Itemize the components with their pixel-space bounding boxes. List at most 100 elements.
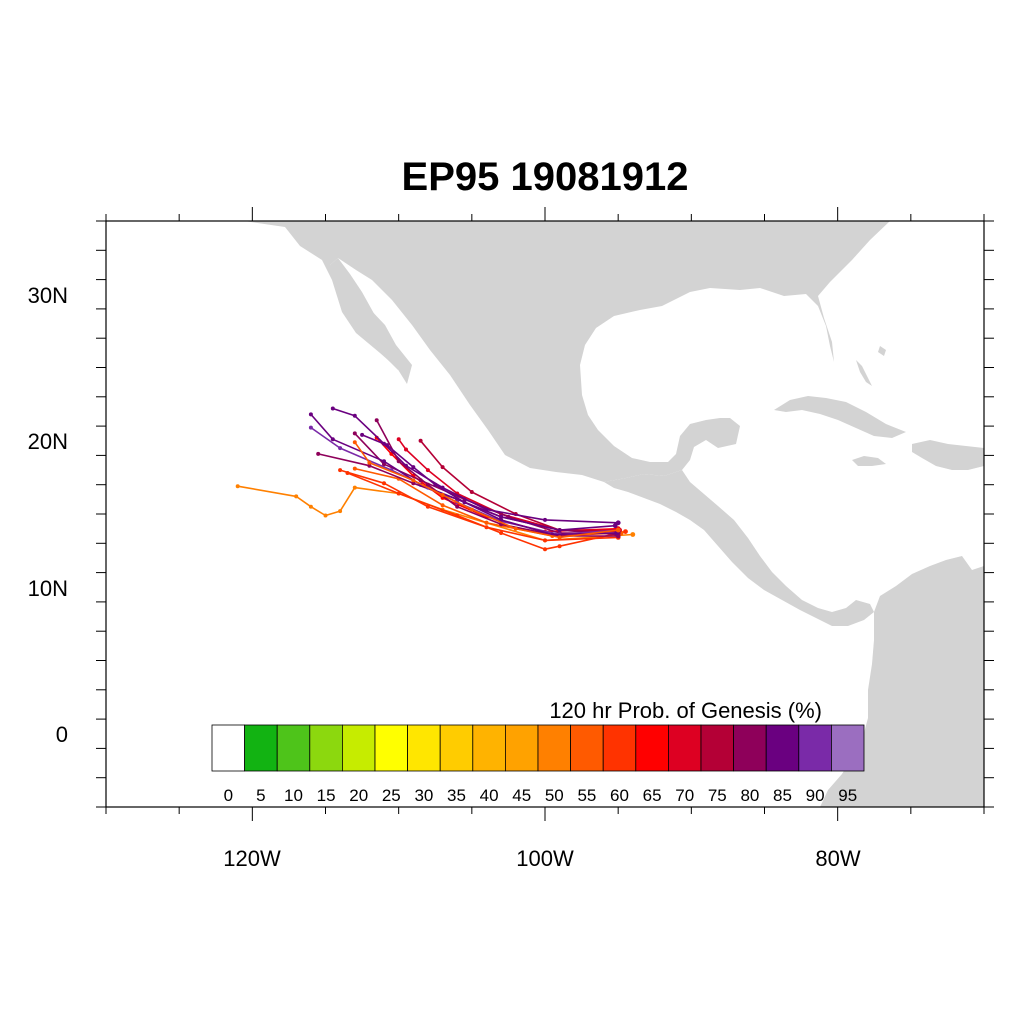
- track-point: [612, 523, 618, 529]
- lat-axis-labels: 30N 20N 10N 0: [28, 283, 68, 747]
- track-point: [440, 465, 445, 470]
- track-point: [440, 503, 445, 508]
- colorbar-title: 120 hr Prob. of Genesis (%): [549, 698, 822, 723]
- track-point: [352, 431, 357, 436]
- colorbar-box-55: [570, 724, 604, 772]
- track-point: [630, 532, 636, 537]
- lon-label-80w: 80W: [815, 846, 860, 871]
- track-point: [360, 432, 365, 437]
- track-point: [367, 460, 372, 465]
- track-point: [382, 462, 386, 467]
- colorbar-label: 60: [610, 786, 629, 805]
- track-point: [294, 494, 299, 499]
- lon-label-120w: 120W: [223, 846, 281, 871]
- track-point: [615, 527, 621, 533]
- track-point: [425, 468, 430, 473]
- colorbar-box-60: [602, 724, 637, 772]
- track-point: [367, 463, 372, 468]
- colorbar-box-5: [244, 724, 278, 772]
- colorbar-label: 80: [740, 786, 759, 805]
- track-point: [404, 447, 408, 452]
- central-america-landmass: [604, 470, 874, 626]
- track-point: [374, 418, 379, 423]
- colorbar-box-30: [407, 724, 441, 772]
- hispaniola-island: [912, 440, 984, 470]
- lat-label-0: 0: [56, 722, 68, 747]
- jamaica-island: [852, 456, 886, 466]
- track-point: [308, 504, 313, 509]
- lon-label-100w: 100W: [516, 846, 574, 871]
- track-point: [543, 517, 547, 522]
- lat-label-10n: 10N: [28, 576, 68, 601]
- colorbar-label: 10: [284, 786, 303, 805]
- track-point: [411, 465, 416, 470]
- track-line-3: [339, 469, 619, 542]
- lat-label-20n: 20N: [28, 429, 68, 454]
- colorbar-label: 70: [675, 786, 694, 805]
- colorbar-box-0: [211, 724, 245, 772]
- colorbar-label: 90: [806, 786, 825, 805]
- track-point: [352, 466, 357, 471]
- track-point: [455, 504, 460, 509]
- colorbar-box-50: [537, 724, 571, 772]
- colorbar-box-35: [439, 724, 474, 772]
- colorbar-label: 55: [577, 786, 596, 805]
- track-point: [338, 446, 343, 451]
- track-point: [338, 468, 343, 473]
- colorbar-label: 20: [349, 786, 368, 805]
- colorbar: [211, 724, 865, 772]
- track-point: [418, 438, 423, 443]
- track-point: [352, 485, 357, 490]
- track-line-15: [354, 441, 619, 539]
- track-point: [469, 490, 474, 494]
- track-point: [338, 509, 343, 514]
- track-point: [425, 482, 430, 487]
- colorbar-label: 5: [256, 786, 265, 805]
- colorbar-box-40: [472, 724, 506, 772]
- track-line-14: [361, 434, 617, 536]
- track-point: [462, 500, 467, 505]
- track-point: [615, 520, 621, 526]
- track-point: [330, 437, 335, 442]
- colorbar-box-45: [504, 724, 539, 772]
- colorbar-box-75: [700, 724, 734, 772]
- colorbar-box-70: [668, 724, 702, 772]
- track-point: [623, 529, 628, 534]
- track-point: [382, 459, 386, 464]
- colorbar-label: 85: [773, 786, 792, 805]
- track-point: [352, 413, 357, 418]
- track-point: [352, 440, 357, 445]
- track-point: [396, 437, 401, 442]
- colorbar-box-95: [831, 724, 865, 772]
- track-point: [235, 484, 240, 489]
- track-point: [330, 406, 335, 411]
- colorbar-box-65: [635, 724, 669, 772]
- track-point: [382, 481, 386, 486]
- track-point: [499, 514, 504, 519]
- track-point: [396, 459, 401, 464]
- track-point: [433, 482, 438, 487]
- colorbar-label: 45: [512, 786, 531, 805]
- colorbar-label: 15: [317, 786, 336, 805]
- colorbar-box-15: [309, 724, 343, 772]
- colorbar-box-25: [374, 724, 408, 772]
- north-america-landmass: [244, 221, 890, 482]
- track-point: [484, 520, 489, 525]
- track-point: [308, 425, 313, 430]
- track-point: [425, 504, 430, 509]
- track-point: [557, 544, 562, 549]
- colorbar-label: 50: [545, 786, 564, 805]
- track-point: [411, 478, 416, 483]
- track-point: [323, 513, 328, 518]
- colorbar-label: 0: [224, 786, 233, 805]
- colorbar-label: 25: [382, 786, 401, 805]
- colorbar-labels: 0 5 10 15 20 25 30 35 40 45 50 55 60 65 70 75 80 85 90 95: [224, 786, 858, 805]
- track-point: [557, 528, 562, 533]
- track-point: [385, 443, 389, 448]
- track-point: [499, 517, 504, 522]
- colorbar-box-10: [276, 724, 311, 772]
- forecast-tracks: [235, 406, 636, 552]
- track-point: [499, 531, 504, 535]
- colorbar-label: 30: [414, 786, 433, 805]
